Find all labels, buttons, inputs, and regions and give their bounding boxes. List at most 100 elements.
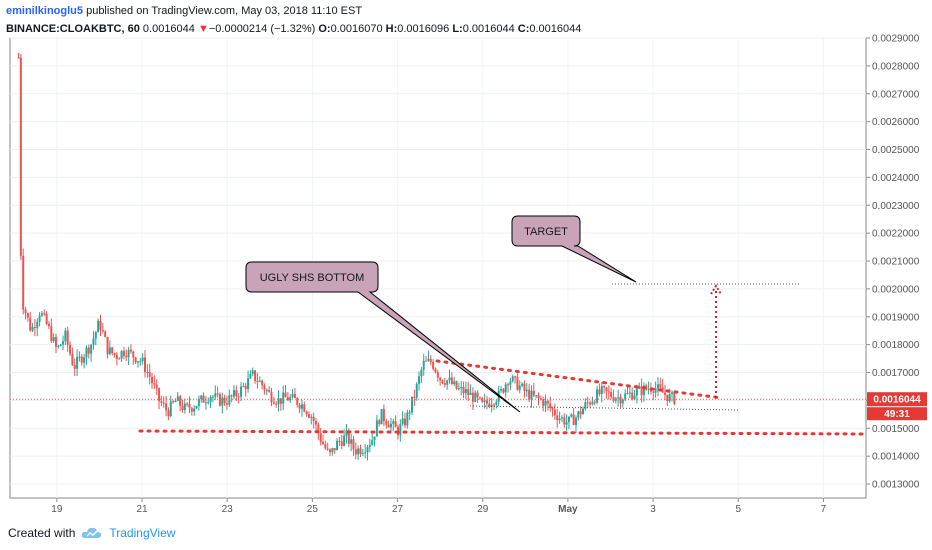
candle-body bbox=[628, 392, 631, 394]
candle-body bbox=[235, 390, 238, 397]
candle-body bbox=[151, 376, 154, 384]
candle-body bbox=[593, 401, 596, 403]
candle-body bbox=[511, 376, 514, 382]
candle-body bbox=[148, 371, 151, 377]
candle-body bbox=[179, 396, 182, 406]
candle-body bbox=[233, 390, 236, 397]
candle-body bbox=[225, 403, 228, 405]
candle-body bbox=[493, 404, 496, 406]
candle-body bbox=[584, 402, 587, 409]
countdown-badge bbox=[867, 407, 927, 421]
candle-body bbox=[478, 397, 481, 399]
candle-body bbox=[455, 381, 458, 389]
candle-body bbox=[436, 372, 439, 378]
candle-body bbox=[567, 416, 570, 423]
candle-body bbox=[666, 394, 669, 402]
candle-body bbox=[17, 57, 20, 59]
candle-body bbox=[460, 386, 463, 389]
candle-body bbox=[207, 402, 210, 404]
candle-body bbox=[462, 386, 465, 394]
candle-body bbox=[64, 330, 67, 342]
candle-body bbox=[415, 383, 418, 398]
candle-body bbox=[197, 399, 200, 406]
candle-body bbox=[647, 388, 650, 390]
price-tick-label: 0.0021000 bbox=[872, 257, 920, 268]
time-axis[interactable]: 19 21 23 25 27 29 May 3 5 7 bbox=[51, 498, 827, 515]
candle-body bbox=[223, 397, 226, 404]
candle-body bbox=[411, 396, 414, 413]
candle-body bbox=[443, 382, 446, 385]
candle-body bbox=[523, 383, 526, 392]
candle-body bbox=[153, 383, 156, 385]
callout-target[interactable]: TARGET bbox=[511, 215, 637, 283]
candle-body bbox=[429, 358, 432, 363]
candle-body bbox=[181, 405, 184, 411]
candle-body bbox=[36, 321, 39, 329]
candle-body bbox=[631, 392, 634, 400]
candle-body bbox=[169, 401, 172, 417]
candle-body bbox=[277, 398, 280, 405]
candle-body bbox=[216, 393, 219, 395]
candle-body bbox=[652, 391, 655, 393]
candle-body bbox=[106, 337, 109, 355]
candle-body bbox=[141, 357, 144, 362]
candle-body bbox=[338, 440, 341, 442]
candle-body bbox=[432, 362, 435, 369]
price-axis[interactable]: 0.00130000.00140000.00150000.00160000.00… bbox=[866, 34, 920, 491]
author-link[interactable]: eminilkinoglu5 bbox=[6, 5, 84, 17]
candle-body bbox=[610, 392, 613, 397]
support-dotted-line[interactable] bbox=[138, 429, 868, 436]
candle-body bbox=[228, 395, 231, 405]
time-tick-label: 27 bbox=[392, 504, 404, 515]
candle-body bbox=[656, 384, 659, 389]
time-tick-label: 25 bbox=[307, 504, 319, 515]
candle-body bbox=[50, 326, 53, 342]
open-value: 0.0016070 bbox=[330, 23, 383, 35]
candle-body bbox=[92, 338, 95, 345]
price-tick-label: 0.0015000 bbox=[872, 424, 920, 435]
chart-plot-area[interactable] bbox=[9, 37, 867, 499]
candle-body bbox=[361, 453, 364, 455]
tradingview-brand-link[interactable]: TradingView bbox=[109, 526, 176, 540]
price-tick-label: 0.0013000 bbox=[872, 480, 920, 491]
candle-body bbox=[52, 337, 55, 342]
resistance-trendline[interactable] bbox=[435, 359, 724, 400]
candle-body bbox=[539, 398, 542, 400]
time-tick-label: 21 bbox=[136, 504, 148, 515]
candle-body bbox=[59, 344, 62, 346]
candle-body bbox=[507, 384, 510, 386]
candle-body bbox=[298, 404, 301, 409]
candle-body bbox=[471, 392, 474, 402]
candle-body bbox=[108, 347, 111, 355]
time-tick-label: 7 bbox=[821, 504, 827, 515]
price-tick-label: 0.0014000 bbox=[872, 452, 920, 463]
candle-body bbox=[401, 418, 404, 425]
candle-body bbox=[603, 386, 606, 388]
change-down-icon: ▼ bbox=[197, 23, 209, 35]
candle-body bbox=[474, 392, 477, 402]
candle-body bbox=[659, 384, 662, 388]
candle-body bbox=[296, 398, 299, 405]
candle-body bbox=[218, 394, 221, 406]
candle-body bbox=[211, 396, 214, 398]
callout-shs-bottom[interactable]: UGLY SHS BOTTOM bbox=[245, 261, 521, 413]
time-tick-label: 3 bbox=[650, 504, 656, 515]
candle-body bbox=[54, 337, 57, 347]
candle-body bbox=[307, 414, 310, 418]
candle-body bbox=[673, 392, 676, 405]
drawings-layer: UGLY SHS BOTTOM TARGET bbox=[138, 215, 868, 436]
candle-body bbox=[134, 357, 137, 363]
low-value: 0.0016044 bbox=[462, 23, 515, 35]
candle-body bbox=[343, 435, 346, 446]
candle-body bbox=[586, 402, 589, 404]
candle-body bbox=[66, 330, 69, 345]
candle-body bbox=[160, 401, 163, 403]
candle-body bbox=[591, 401, 594, 405]
candle-body bbox=[76, 356, 79, 369]
price-tick-label: 0.0018000 bbox=[872, 340, 920, 351]
candle-body bbox=[354, 449, 357, 455]
candle-body bbox=[504, 384, 507, 393]
candle-body bbox=[118, 358, 121, 360]
low-label: L: bbox=[452, 23, 463, 35]
